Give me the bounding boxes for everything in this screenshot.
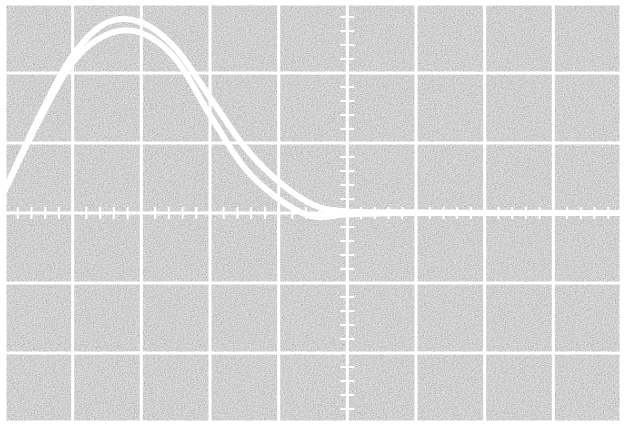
trace-2 [1,27,625,221]
signal-traces [1,15,625,221]
